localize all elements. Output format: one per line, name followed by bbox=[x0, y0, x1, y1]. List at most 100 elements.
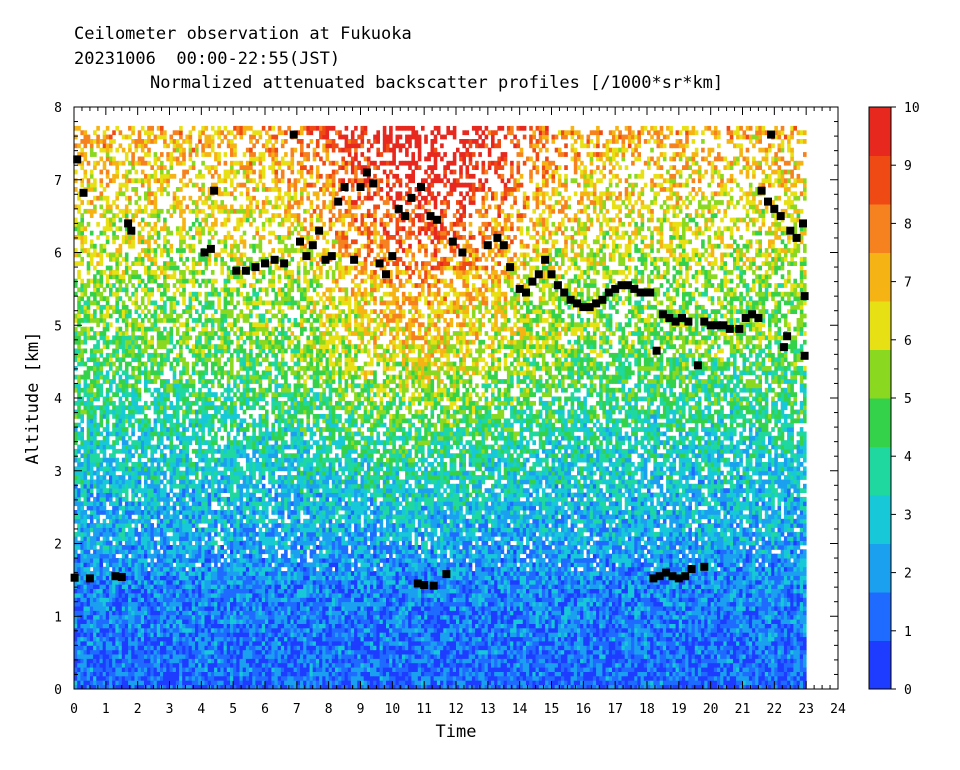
heatmap-cell bbox=[112, 619, 116, 624]
heatmap-cell bbox=[182, 462, 186, 467]
heatmap-cell bbox=[211, 554, 215, 559]
heatmap-cell bbox=[141, 536, 145, 541]
heatmap-cell bbox=[106, 296, 110, 301]
heatmap-cell bbox=[230, 440, 234, 445]
heatmap-cell bbox=[96, 283, 100, 288]
heatmap-cell bbox=[93, 471, 97, 476]
heatmap-cell bbox=[205, 606, 209, 611]
heatmap-cell bbox=[233, 174, 237, 179]
heatmap-cell bbox=[144, 484, 148, 489]
heatmap-cell bbox=[84, 584, 88, 589]
heatmap-cell bbox=[173, 410, 177, 415]
heatmap-cell bbox=[103, 379, 107, 384]
heatmap-cell bbox=[77, 584, 81, 589]
heatmap-cell bbox=[185, 305, 189, 310]
heatmap-cell bbox=[201, 488, 205, 493]
heatmap-cell bbox=[90, 397, 94, 402]
heatmap-cell bbox=[154, 213, 158, 218]
heatmap-cell bbox=[220, 597, 224, 602]
heatmap-cell bbox=[100, 388, 104, 393]
heatmap-cell bbox=[131, 270, 135, 275]
heatmap-cell bbox=[147, 357, 151, 362]
heatmap-cell bbox=[198, 440, 202, 445]
heatmap-cell bbox=[243, 645, 247, 650]
heatmap-cell bbox=[128, 200, 132, 205]
heatmap-cell bbox=[208, 226, 212, 231]
heatmap-cell bbox=[195, 514, 199, 519]
heatmap-cell bbox=[185, 427, 189, 432]
heatmap-cell bbox=[208, 571, 212, 576]
heatmap-cell bbox=[87, 458, 91, 463]
heatmap-cell bbox=[84, 562, 88, 567]
heatmap-cell bbox=[115, 440, 119, 445]
heatmap-cell bbox=[135, 523, 139, 528]
heatmap-cell bbox=[166, 191, 170, 196]
heatmap-cell bbox=[160, 567, 164, 572]
heatmap-cell bbox=[122, 680, 126, 685]
heatmap-cell bbox=[163, 379, 167, 384]
heatmap-cell bbox=[163, 397, 167, 402]
heatmap-cell bbox=[217, 357, 221, 362]
heatmap-cell bbox=[147, 637, 151, 642]
heatmap-cell bbox=[74, 414, 78, 419]
heatmap-cell bbox=[141, 571, 145, 576]
heatmap-cell bbox=[170, 580, 174, 585]
heatmap-cell bbox=[112, 375, 116, 380]
heatmap-cell bbox=[80, 432, 84, 437]
heatmap-cell bbox=[128, 239, 132, 244]
heatmap-cell bbox=[138, 274, 142, 279]
heatmap-cell bbox=[205, 597, 209, 602]
heatmap-cell bbox=[154, 357, 158, 362]
heatmap-cell bbox=[189, 628, 193, 633]
heatmap-cell bbox=[90, 440, 94, 445]
heatmap-cell bbox=[135, 148, 139, 153]
heatmap-cell bbox=[160, 528, 164, 533]
heatmap-cell bbox=[192, 353, 196, 358]
heatmap-cell bbox=[87, 606, 91, 611]
heatmap-cell bbox=[128, 418, 132, 423]
heatmap-cell bbox=[220, 680, 224, 685]
heatmap-cell bbox=[80, 536, 84, 541]
heatmap-cell bbox=[141, 593, 145, 598]
heatmap-cell bbox=[112, 549, 116, 554]
heatmap-cell bbox=[211, 143, 215, 148]
heatmap-cell bbox=[189, 554, 193, 559]
heatmap-cell bbox=[185, 397, 189, 402]
heatmap-cell bbox=[220, 401, 224, 406]
heatmap-cell bbox=[185, 645, 189, 650]
heatmap-cell bbox=[103, 296, 107, 301]
heatmap-cell bbox=[198, 628, 202, 633]
heatmap-cell bbox=[154, 161, 158, 166]
heatmap-cell bbox=[138, 379, 142, 384]
heatmap-cell bbox=[144, 266, 148, 271]
heatmap-cell bbox=[80, 667, 84, 672]
heatmap-cell bbox=[84, 453, 88, 458]
heatmap-cell bbox=[106, 672, 110, 677]
heatmap-cell bbox=[103, 466, 107, 471]
heatmap-cell bbox=[109, 340, 113, 345]
heatmap-cell bbox=[138, 462, 142, 467]
heatmap-cell bbox=[227, 292, 231, 297]
heatmap-cell bbox=[103, 545, 107, 550]
heatmap-cell bbox=[77, 519, 81, 524]
heatmap-cell bbox=[122, 191, 126, 196]
heatmap-cell bbox=[90, 510, 94, 515]
heatmap-cell bbox=[135, 532, 139, 537]
heatmap-cell bbox=[185, 593, 189, 598]
heatmap-cell bbox=[100, 610, 104, 615]
heatmap-cell bbox=[173, 139, 177, 144]
heatmap-cell bbox=[179, 335, 183, 340]
heatmap-cell bbox=[224, 349, 228, 354]
heatmap-cell bbox=[128, 519, 132, 524]
heatmap-cell bbox=[154, 619, 158, 624]
heatmap-cell bbox=[166, 152, 170, 157]
heatmap-cell bbox=[77, 375, 81, 380]
heatmap-cell bbox=[135, 475, 139, 480]
heatmap-cell bbox=[154, 475, 158, 480]
heatmap-cell bbox=[93, 597, 97, 602]
heatmap-cell bbox=[141, 322, 145, 327]
heatmap-cell bbox=[205, 200, 209, 205]
heatmap-cell bbox=[115, 615, 119, 620]
heatmap-cell bbox=[211, 401, 215, 406]
heatmap-cell bbox=[122, 383, 126, 388]
